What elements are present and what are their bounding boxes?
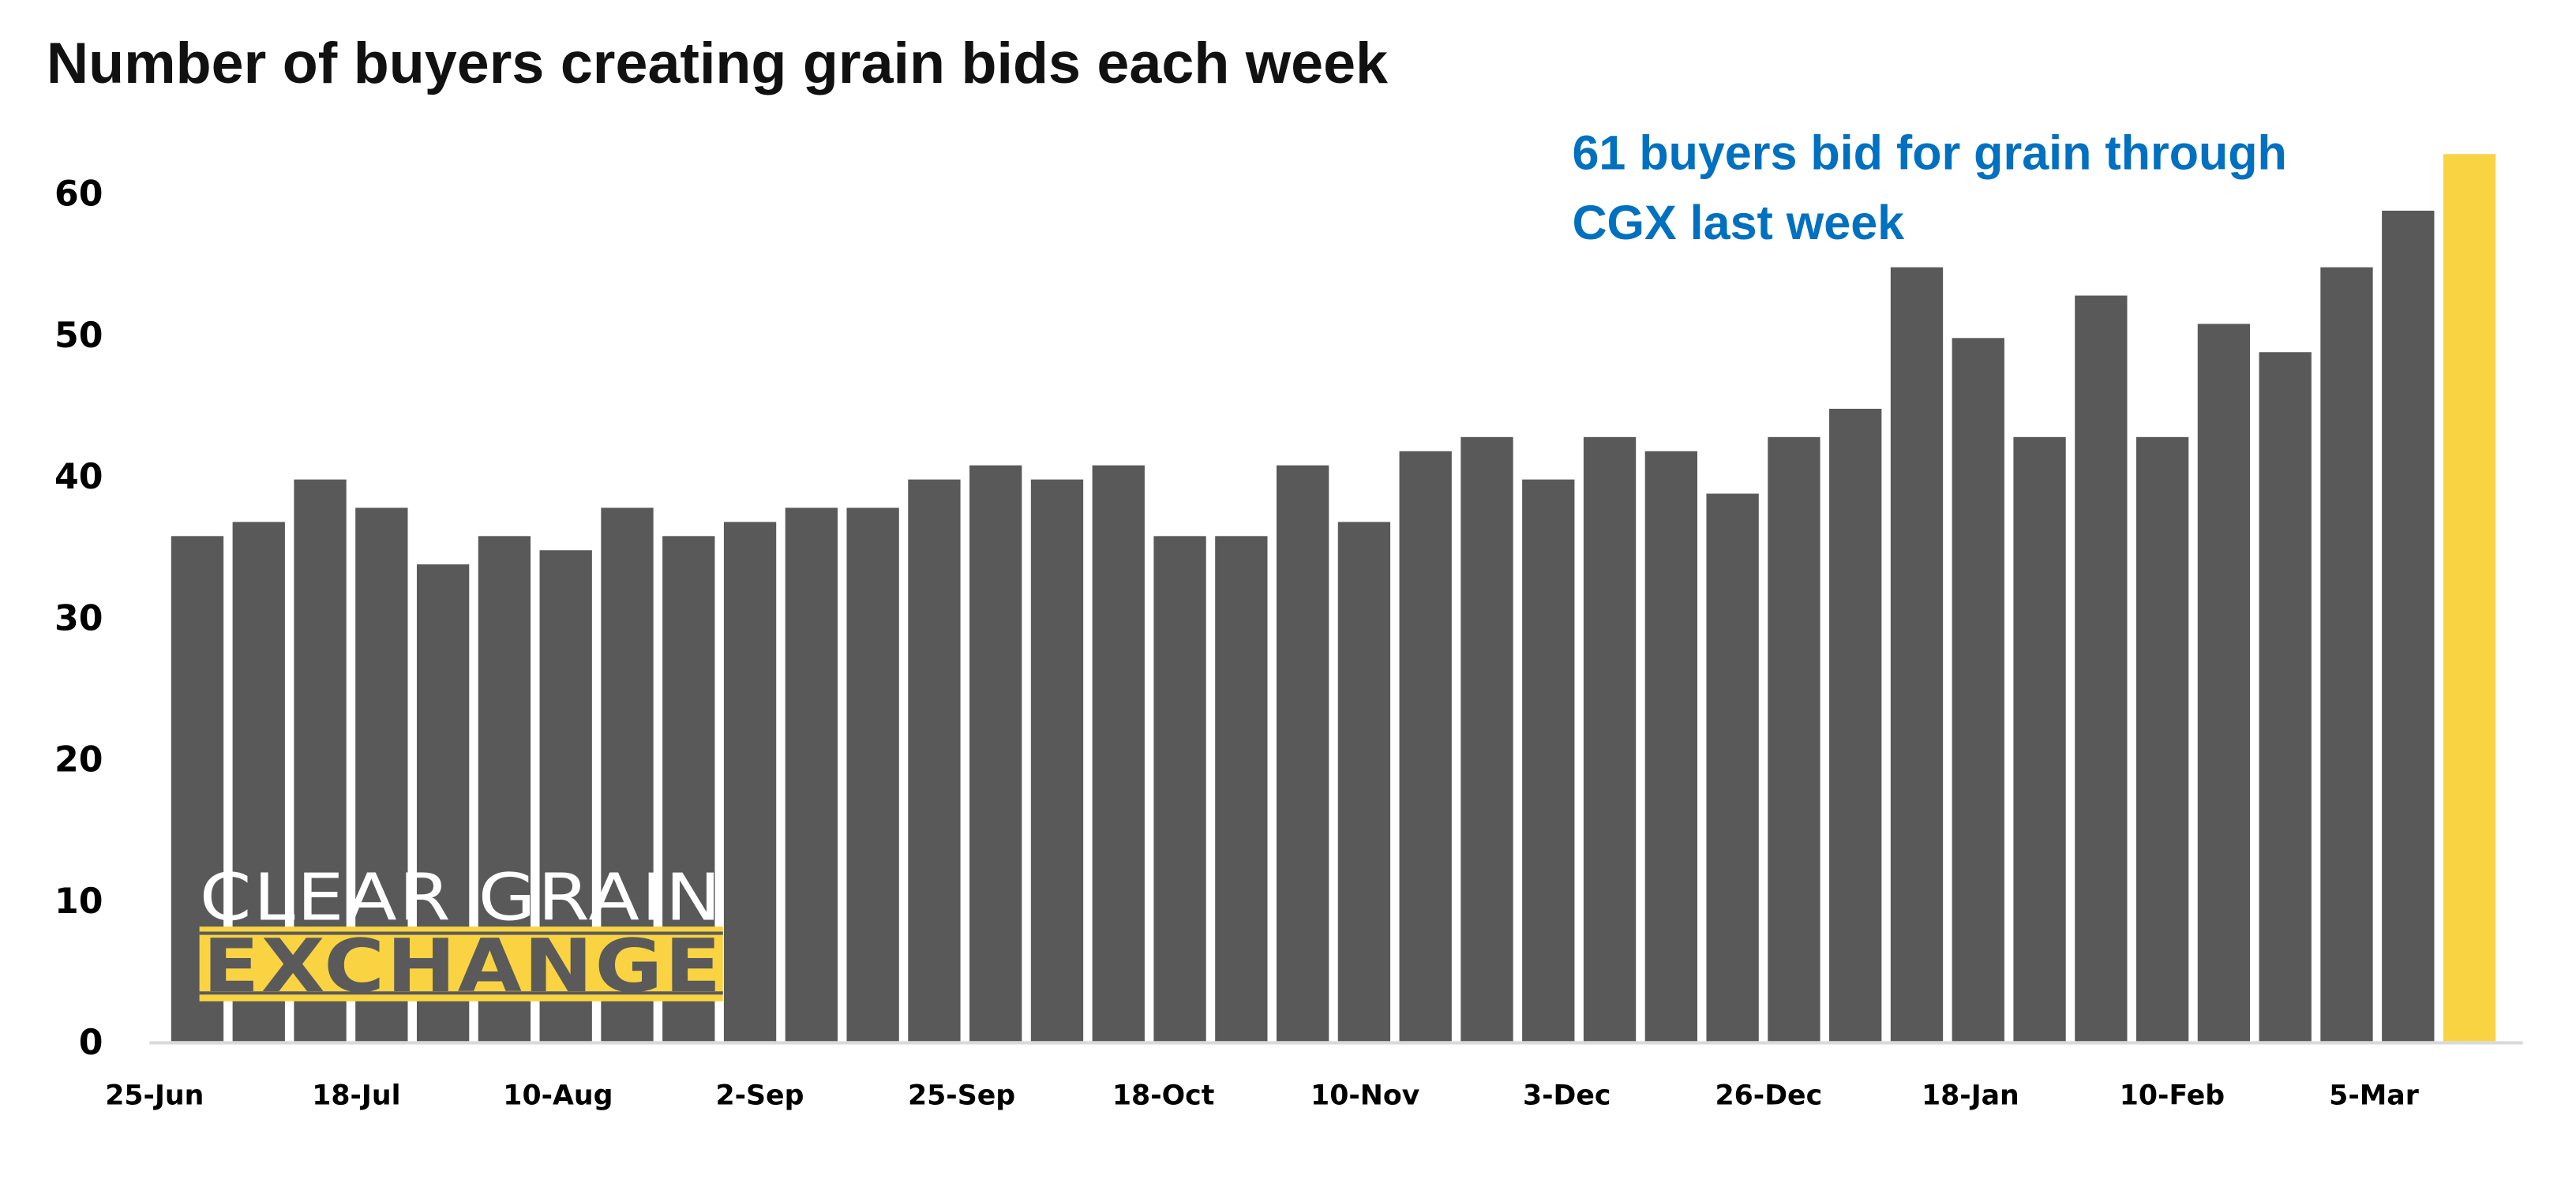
y-tick-label: 30	[54, 598, 103, 638]
y-tick-label: 50	[54, 316, 103, 356]
x-tick-label: 10-Feb	[2120, 1080, 2225, 1111]
logo-band	[199, 926, 723, 1001]
x-tick-label: 3-Dec	[1523, 1080, 1611, 1111]
bar	[1276, 465, 1329, 1042]
x-tick-label: 2-Sep	[715, 1080, 804, 1111]
bar	[2259, 352, 2312, 1042]
chart-title: Number of buyers creating grain bids eac…	[47, 30, 1389, 95]
bar	[1215, 536, 1268, 1042]
bar	[1768, 436, 1820, 1042]
bar	[1522, 479, 1575, 1042]
logo-line-2: EXCHANGE	[203, 923, 723, 1009]
x-tick-label: 18-Jul	[312, 1080, 400, 1111]
bar	[2443, 154, 2496, 1042]
annotation-line-1: 61 buyers bid for grain through	[1572, 126, 2286, 180]
bar	[1952, 338, 2004, 1042]
x-tick-label: 10-Aug	[503, 1080, 613, 1111]
clear-grain-exchange-logo: CLEAR GRAIN EXCHANGE	[199, 861, 723, 1009]
bar	[1583, 436, 1637, 1042]
x-tick-label: 18-Oct	[1112, 1080, 1214, 1111]
x-tick-label: 5-Mar	[2329, 1080, 2420, 1111]
bar	[1030, 479, 1084, 1042]
x-tick-label: 25-Sep	[908, 1080, 1015, 1111]
bar	[1644, 451, 1698, 1042]
x-axis-ticks: 25-Jun 18-Jul 10-Aug 2-Sep 25-Sep 18-Oct 10-No…	[105, 1080, 2420, 1111]
bar	[2320, 267, 2373, 1042]
bar	[969, 465, 1022, 1042]
bar	[2197, 324, 2251, 1042]
y-tick-label: 40	[54, 457, 103, 497]
bar	[1829, 408, 1882, 1042]
bar	[2075, 295, 2128, 1042]
bar	[2135, 436, 2189, 1042]
x-tick-label: 18-Jan	[1922, 1080, 2019, 1111]
bar	[1092, 465, 1145, 1042]
bar	[1460, 436, 1513, 1042]
x-tick-label: 25-Jun	[105, 1080, 204, 1111]
bar	[1399, 451, 1452, 1042]
bar	[723, 522, 777, 1042]
bar	[2382, 210, 2435, 1042]
x-tick-label: 10-Nov	[1310, 1080, 1420, 1111]
y-tick-label: 0	[79, 1023, 103, 1063]
y-tick-label: 10	[54, 881, 103, 922]
bar	[908, 479, 961, 1042]
bar	[1890, 267, 1944, 1042]
bar	[785, 507, 838, 1042]
bar	[1153, 536, 1206, 1042]
y-tick-label: 20	[54, 740, 103, 780]
bar	[2013, 436, 2066, 1042]
y-axis-ticks: 0 10 20 30 40 50 60	[54, 174, 103, 1064]
bar	[1706, 493, 1759, 1042]
x-tick-label: 26-Dec	[1715, 1080, 1822, 1111]
annotation-line-2: CGX last week	[1572, 196, 1904, 249]
logo-line-1: CLEAR GRAIN	[200, 861, 723, 936]
bar	[846, 507, 899, 1042]
y-tick-label: 60	[54, 174, 103, 215]
bar	[1337, 522, 1391, 1042]
